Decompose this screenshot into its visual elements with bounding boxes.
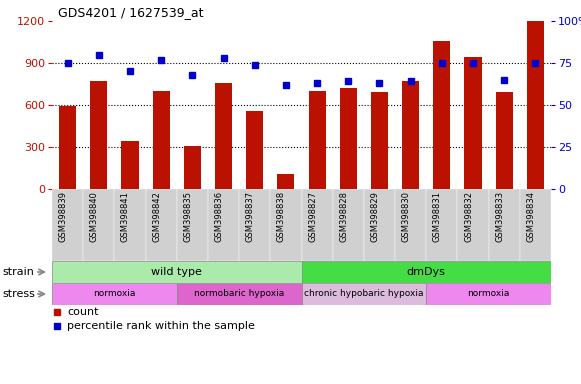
Text: strain: strain <box>2 267 34 277</box>
Text: GSM398840: GSM398840 <box>90 191 99 242</box>
Bar <box>464 57 482 189</box>
Bar <box>184 146 201 189</box>
Text: GSM398828: GSM398828 <box>339 191 348 242</box>
Text: GSM398842: GSM398842 <box>152 191 161 242</box>
Bar <box>309 91 326 189</box>
Text: stress: stress <box>2 289 35 299</box>
Text: GSM398831: GSM398831 <box>433 191 442 242</box>
Bar <box>177 189 208 261</box>
Bar <box>153 91 170 189</box>
Bar <box>52 283 177 305</box>
Bar <box>121 141 138 189</box>
Bar <box>457 189 489 261</box>
Bar <box>496 93 513 189</box>
Bar <box>215 83 232 189</box>
Text: GSM398834: GSM398834 <box>526 191 536 242</box>
Text: dmDys: dmDys <box>407 267 446 277</box>
Text: normoxia: normoxia <box>468 290 510 298</box>
Bar <box>239 189 270 261</box>
Bar <box>426 283 551 305</box>
Bar <box>520 189 551 261</box>
Bar <box>83 189 114 261</box>
Bar <box>426 189 457 261</box>
Bar <box>302 262 551 283</box>
Bar <box>277 174 295 189</box>
Text: GSM398832: GSM398832 <box>464 191 473 242</box>
Text: chronic hypobaric hypoxia: chronic hypobaric hypoxia <box>304 290 424 298</box>
Bar <box>270 189 302 261</box>
Bar <box>433 41 450 189</box>
Bar <box>395 189 426 261</box>
Bar <box>177 283 302 305</box>
Bar <box>90 81 107 189</box>
Bar <box>364 189 395 261</box>
Bar <box>59 106 76 189</box>
Text: normoxia: normoxia <box>93 290 135 298</box>
Text: wild type: wild type <box>151 267 202 277</box>
Bar <box>527 21 544 189</box>
Text: GSM398829: GSM398829 <box>371 191 379 242</box>
Text: GSM398830: GSM398830 <box>401 191 411 242</box>
Text: GSM398835: GSM398835 <box>184 191 192 242</box>
Text: GSM398836: GSM398836 <box>214 191 224 242</box>
Bar <box>246 111 263 189</box>
Bar <box>402 81 419 189</box>
Text: count: count <box>67 307 98 317</box>
Text: GSM398833: GSM398833 <box>495 191 504 242</box>
Bar <box>302 283 426 305</box>
Bar <box>52 262 302 283</box>
Text: GSM398841: GSM398841 <box>121 191 130 242</box>
Text: percentile rank within the sample: percentile rank within the sample <box>67 321 255 331</box>
Bar <box>208 189 239 261</box>
Bar <box>371 93 388 189</box>
Bar <box>52 189 83 261</box>
Text: GSM398838: GSM398838 <box>277 191 286 242</box>
Text: GDS4201 / 1627539_at: GDS4201 / 1627539_at <box>58 7 203 20</box>
Bar <box>302 189 333 261</box>
Text: GSM398839: GSM398839 <box>59 191 67 242</box>
Text: GSM398837: GSM398837 <box>246 191 254 242</box>
Bar <box>146 189 177 261</box>
Text: GSM398827: GSM398827 <box>308 191 317 242</box>
Bar <box>114 189 146 261</box>
Text: normobaric hypoxia: normobaric hypoxia <box>194 290 284 298</box>
Bar <box>340 88 357 189</box>
Bar <box>333 189 364 261</box>
Bar <box>489 189 520 261</box>
